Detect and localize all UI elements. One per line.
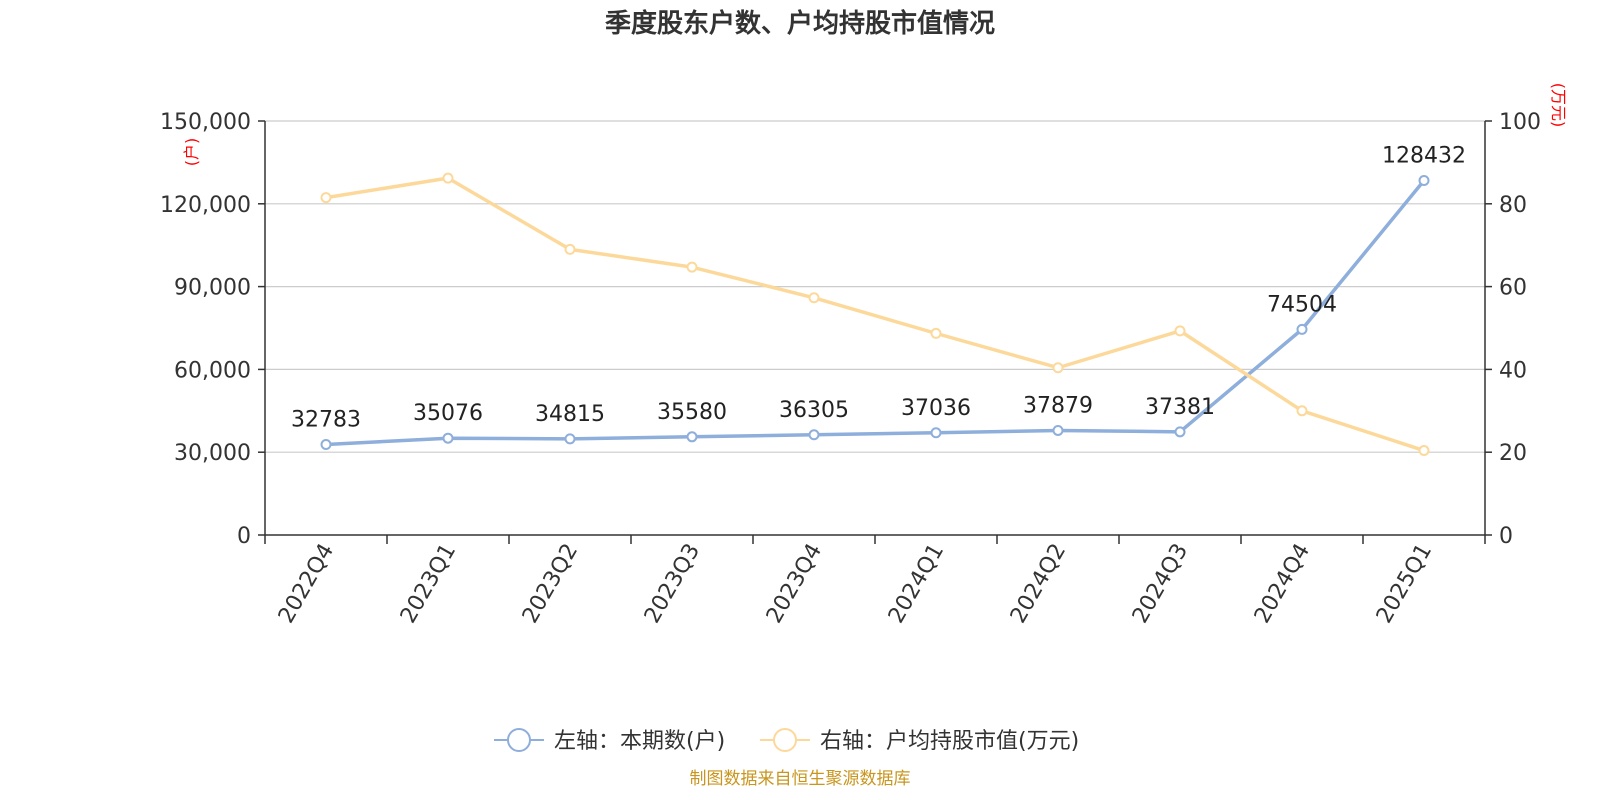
left-tick-label: 60,000 — [174, 358, 251, 383]
series-point-0 — [1296, 323, 1308, 335]
series-line-1 — [325, 176, 1425, 453]
grid-lines — [265, 120, 1485, 453]
legend: 左轴：本期数(户) 右轴：户均持股市值(万元) — [494, 728, 1079, 754]
right-tick-label: 100 — [1499, 110, 1541, 135]
series-point-1 — [808, 292, 820, 304]
right-tick-label: 40 — [1499, 358, 1527, 383]
x-tick-label: 2022Q4 — [274, 540, 339, 628]
data-label: 34815 — [535, 402, 605, 427]
data-label: 37381 — [1145, 395, 1215, 420]
series-line-0 — [325, 179, 1426, 447]
series-point-1 — [686, 261, 698, 273]
data-label: 35580 — [657, 400, 727, 425]
x-tick-label: 2023Q3 — [640, 540, 705, 628]
series-point-0 — [808, 429, 820, 441]
right-tick-label: 0 — [1499, 524, 1513, 549]
right-tick-label: 60 — [1499, 276, 1527, 301]
left-tick-label: 30,000 — [174, 441, 251, 466]
x-tick-label: 2024Q2 — [1006, 540, 1071, 628]
legend-marker-0 — [507, 728, 531, 752]
data-label: 35076 — [413, 401, 483, 426]
series-point-1 — [442, 172, 454, 184]
series-point-0 — [320, 439, 332, 451]
data-label: 128432 — [1382, 144, 1466, 169]
series-point-0 — [564, 433, 576, 445]
right-tick-label: 80 — [1499, 193, 1527, 218]
data-label: 37036 — [901, 396, 971, 421]
series-point-1 — [564, 243, 576, 255]
data-label: 36305 — [779, 398, 849, 423]
series-point-1 — [1418, 445, 1430, 457]
x-tick-label: 2024Q1 — [884, 540, 949, 628]
series-point-1 — [1174, 325, 1186, 337]
left-tick-label: 150,000 — [160, 110, 251, 135]
x-tick-label: 2023Q1 — [396, 540, 461, 628]
right-axis-unit: (万元) — [1549, 83, 1568, 128]
series-point-1 — [930, 327, 942, 339]
x-tick-label: 2023Q2 — [518, 540, 583, 628]
chart-title: 季度股东户数、户均持股市值情况 — [605, 8, 995, 39]
data-label: 74504 — [1267, 292, 1337, 317]
source-note: 制图数据来自恒生聚源数据库 — [690, 769, 911, 789]
x-tick-label: 2025Q1 — [1372, 540, 1437, 628]
right-tick-label: 20 — [1499, 441, 1527, 466]
x-tick-label: 2024Q4 — [1250, 540, 1315, 628]
series-point-0 — [442, 432, 454, 444]
series-point-1 — [1052, 362, 1064, 374]
left-axis-unit: (户) — [182, 138, 201, 167]
left-tick-label: 120,000 — [160, 193, 251, 218]
series-point-1 — [320, 192, 332, 204]
left-tick-label: 90,000 — [174, 276, 251, 301]
x-tick-label: 2023Q4 — [762, 540, 827, 628]
legend-label-1: 右轴：户均持股市值(万元) — [820, 729, 1079, 754]
data-label: 32783 — [291, 408, 361, 433]
left-tick-label: 0 — [237, 524, 251, 549]
data-labels: 32783 35076 34815 35580 36305 37036 37879 37381… — [291, 144, 1466, 433]
legend-marker-1 — [773, 728, 797, 752]
series — [320, 172, 1430, 457]
series-point-0 — [686, 431, 698, 443]
series-point-0 — [1174, 426, 1186, 438]
x-tick-label: 2024Q3 — [1128, 540, 1193, 628]
legend-label-0: 左轴：本期数(户) — [554, 729, 725, 754]
series-point-0 — [930, 427, 942, 439]
series-point-0 — [1418, 175, 1430, 187]
series-point-1 — [1296, 405, 1308, 417]
series-point-0 — [1052, 424, 1064, 436]
axes: (户) (万元) 0 30,000 60,000 90,000 120,000 150,0… — [160, 83, 1568, 628]
data-label: 37879 — [1023, 393, 1093, 418]
